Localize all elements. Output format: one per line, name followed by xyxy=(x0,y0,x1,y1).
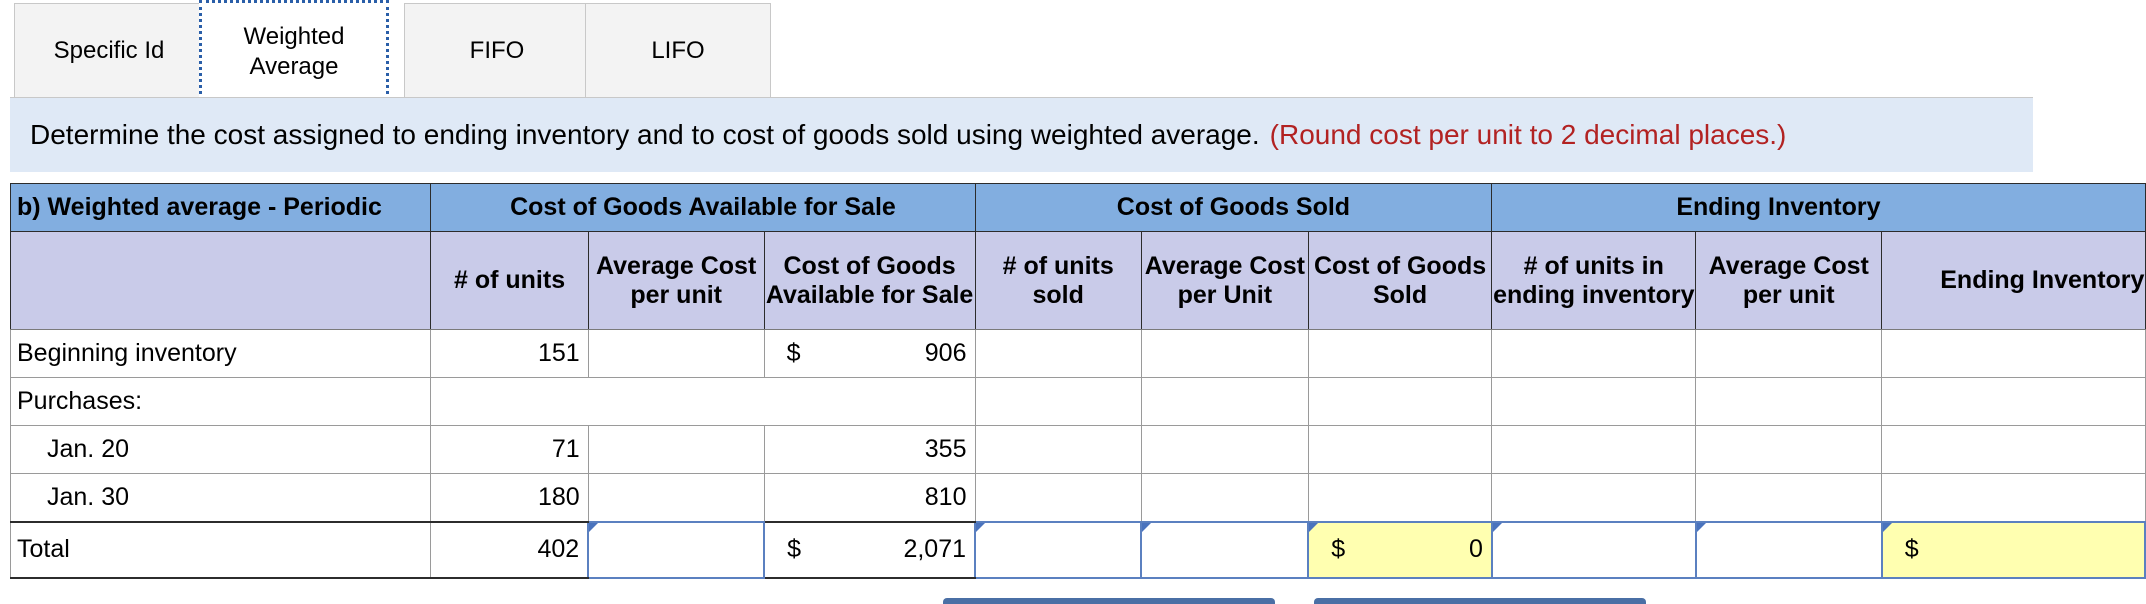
cogs-cell xyxy=(1307,329,1493,378)
total-units-cell: 402 xyxy=(430,520,589,579)
col-header-units-sold: # of units sold xyxy=(974,231,1142,330)
cogs-cell xyxy=(1307,473,1493,522)
table-title: b) Weighted average - Periodic xyxy=(9,183,432,232)
instruction-text: Determine the cost assigned to ending in… xyxy=(30,119,1260,150)
weighted-average-table: b) Weighted average - Periodic Cost of G… xyxy=(9,183,2146,579)
table-row-purchases: Purchases: xyxy=(9,377,2146,426)
total-cost-value: 2,071 xyxy=(903,535,966,563)
units-cell: 151 xyxy=(430,329,589,378)
avg-cost-end-cell xyxy=(1695,425,1883,474)
table-row-beginning: Beginning inventory 151 $906 xyxy=(9,329,2146,378)
cost-value: 906 xyxy=(924,339,967,367)
units-ending-cell xyxy=(1491,473,1697,522)
cogs-total-cell: $0 xyxy=(1307,520,1493,579)
row-label: Jan. 30 xyxy=(9,473,432,522)
units-sold-cell xyxy=(974,329,1142,378)
group-header-available: Cost of Goods Available for Sale xyxy=(430,183,976,232)
row-label: Beginning inventory xyxy=(9,329,432,378)
units-cell: 71 xyxy=(430,425,589,474)
avg-cost-end-cell xyxy=(1695,473,1883,522)
avg-cost-unit-input[interactable] xyxy=(1140,520,1310,579)
units-sold-cell xyxy=(974,377,1142,426)
units-sold-cell xyxy=(974,425,1142,474)
avg-cost-input[interactable] xyxy=(587,520,766,579)
total-cgas-cell: $2,071 xyxy=(763,520,976,579)
tab-fifo[interactable]: FIFO xyxy=(404,3,590,97)
next-button-edge[interactable] xyxy=(1314,598,1646,604)
avg-cost-end-cell xyxy=(1695,377,1883,426)
row-label: Total xyxy=(9,520,432,579)
cgas-cell: 355 xyxy=(763,425,976,474)
row-label: Purchases: xyxy=(9,377,432,426)
avg-cost-end-input[interactable] xyxy=(1694,520,1883,579)
cogs-value: 0 xyxy=(1468,535,1483,563)
col-header-units: # of units xyxy=(430,231,589,330)
currency-symbol: $ xyxy=(786,339,801,367)
group-header-ending-label: Ending Inventory xyxy=(1676,193,1881,221)
currency-symbol: $ xyxy=(1331,535,1346,563)
avg-cost-cell xyxy=(587,473,765,522)
units-sold-input[interactable] xyxy=(973,520,1143,579)
row-label: Jan. 20 xyxy=(9,425,432,474)
col-header-blank xyxy=(9,231,432,330)
units-ending-cell xyxy=(1491,329,1697,378)
avg-cost-unit-cell xyxy=(1140,425,1309,474)
col-header-cogs: Cost of Goods Sold xyxy=(1307,231,1493,330)
tab-lifo[interactable]: LIFO xyxy=(585,3,771,97)
col-header-ending-inventory: Ending Inventory xyxy=(1881,231,2146,330)
currency-symbol: $ xyxy=(1904,535,1919,563)
tab-label: LIFO xyxy=(651,36,705,64)
group-header-ending: Ending Inventory xyxy=(1491,183,2146,232)
tab-weighted-average[interactable]: Weighted Average xyxy=(199,0,389,100)
col-header-avg-cost: Average Cost per unit xyxy=(587,231,765,330)
table-row-total: Total 402 $2,071 $0 $ xyxy=(9,520,2146,579)
units-sold-cell xyxy=(974,473,1142,522)
avg-cost-cell xyxy=(587,329,765,378)
prev-button-edge[interactable] xyxy=(943,598,1275,604)
avg-cost-cell xyxy=(587,425,765,474)
instruction-bar: Determine the cost assigned to ending in… xyxy=(10,98,2033,172)
tab-label: Specific Id xyxy=(53,36,165,64)
col-header-avg-cost-end: Average Cost per unit xyxy=(1695,231,1883,330)
units-cell: 180 xyxy=(430,473,589,522)
tab-divider xyxy=(10,97,2033,98)
tab-specific-id[interactable]: Specific Id xyxy=(14,3,204,97)
cgas-cell: $906 xyxy=(763,329,976,378)
avg-cost-unit-cell xyxy=(1140,473,1309,522)
cgas-cell: 810 xyxy=(763,473,976,522)
col-header-units-ending: # of units in ending inventory xyxy=(1491,231,1697,330)
col-header-avg-cost-unit: Average Cost per Unit xyxy=(1140,231,1309,330)
purchases-blank xyxy=(430,377,976,426)
units-ending-cell xyxy=(1491,425,1697,474)
rounding-note: (Round cost per unit to 2 decimal places… xyxy=(1269,119,1787,150)
col-header-ending-inventory-label: Ending Inventory xyxy=(1940,266,2145,294)
table-row-jan20: Jan. 20 71 355 xyxy=(9,425,2146,474)
ending-inventory-total-cell: $ xyxy=(1880,520,2146,579)
tab-label: Weighted Average xyxy=(243,22,345,80)
ending-inv-cell xyxy=(1881,377,2146,426)
table-row-jan30: Jan. 30 180 810 xyxy=(9,473,2146,522)
cogs-cell xyxy=(1307,425,1493,474)
tab-label: FIFO xyxy=(469,36,525,64)
group-header-sold: Cost of Goods Sold xyxy=(974,183,1493,232)
ending-inv-cell xyxy=(1881,425,2146,474)
ending-inv-cell xyxy=(1881,329,2146,378)
units-ending-cell xyxy=(1491,377,1697,426)
cogs-cell xyxy=(1307,377,1493,426)
currency-symbol: $ xyxy=(787,535,802,563)
avg-cost-unit-cell xyxy=(1140,329,1309,378)
units-ending-input[interactable] xyxy=(1490,520,1697,579)
avg-cost-end-cell xyxy=(1695,329,1883,378)
col-header-cgas: Cost of Goods Available for Sale xyxy=(763,231,976,330)
avg-cost-unit-cell xyxy=(1140,377,1309,426)
ending-inv-cell xyxy=(1881,473,2146,522)
